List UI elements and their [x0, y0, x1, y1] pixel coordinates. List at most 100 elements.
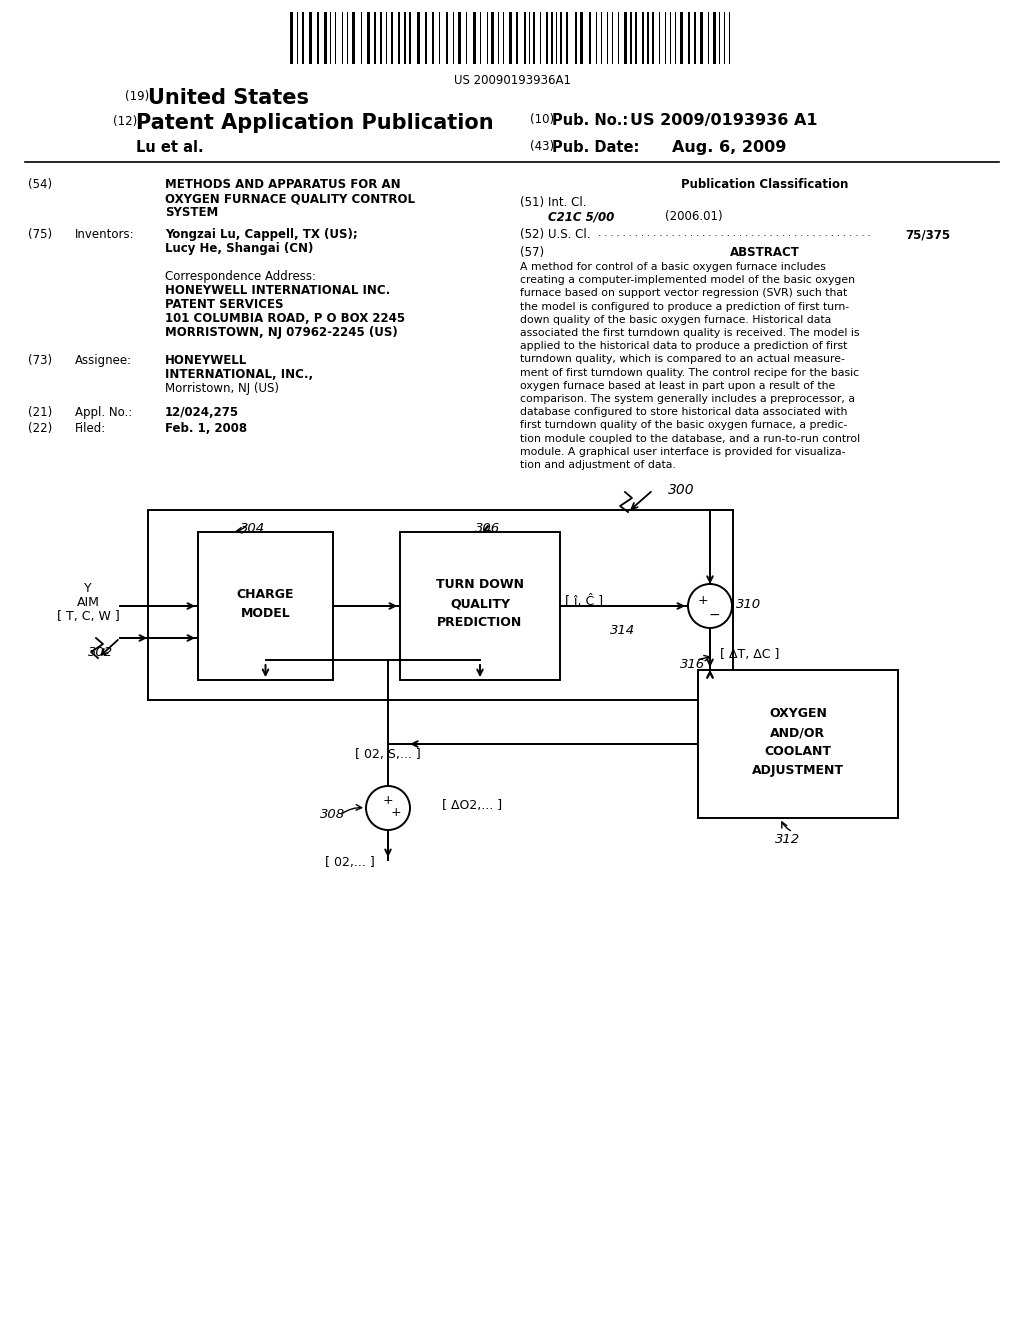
Text: Aug. 6, 2009: Aug. 6, 2009	[672, 140, 786, 154]
Text: Appl. No.:: Appl. No.:	[75, 407, 132, 418]
Bar	[400, 532, 560, 680]
Bar	[630, 12, 632, 63]
Text: (57): (57)	[520, 246, 544, 259]
Text: [ 02,... ]: [ 02,... ]	[326, 855, 375, 869]
Bar	[425, 12, 427, 63]
Text: −: −	[709, 609, 720, 622]
Text: (52): (52)	[520, 228, 544, 242]
Bar	[398, 12, 400, 63]
Text: (12): (12)	[113, 115, 137, 128]
Text: 312: 312	[775, 833, 801, 846]
Bar	[317, 12, 319, 63]
Text: Int. Cl.: Int. Cl.	[548, 195, 587, 209]
Bar	[624, 12, 627, 63]
Text: (51): (51)	[520, 195, 544, 209]
Text: ABSTRACT: ABSTRACT	[730, 246, 800, 259]
Bar	[367, 12, 370, 63]
Text: comparison. The system generally includes a preprocessor, a: comparison. The system generally include…	[520, 393, 855, 404]
Text: (2006.01): (2006.01)	[665, 210, 723, 223]
Text: [ T, C, W ]: [ T, C, W ]	[56, 610, 120, 623]
Text: U.S. Cl.: U.S. Cl.	[548, 228, 591, 242]
Text: +: +	[391, 807, 401, 820]
Bar	[148, 510, 733, 700]
Text: US 2009/0193936 A1: US 2009/0193936 A1	[630, 114, 817, 128]
Text: (22): (22)	[28, 422, 52, 436]
Bar	[409, 12, 411, 63]
Bar	[534, 12, 535, 63]
Text: 306: 306	[475, 521, 500, 535]
Text: (73): (73)	[28, 354, 52, 367]
Text: (43): (43)	[530, 140, 554, 153]
Text: Pub. No.:: Pub. No.:	[552, 114, 629, 128]
Text: Y: Y	[84, 582, 92, 595]
Text: AIM: AIM	[77, 597, 99, 609]
Text: Feb. 1, 2008: Feb. 1, 2008	[165, 422, 247, 436]
Bar	[404, 12, 406, 63]
Text: HONEYWELL: HONEYWELL	[165, 354, 247, 367]
Bar	[290, 12, 293, 63]
Text: Filed:: Filed:	[75, 422, 106, 436]
Bar	[713, 12, 716, 63]
Bar	[647, 12, 649, 63]
Text: C21C 5/00: C21C 5/00	[548, 210, 614, 223]
Text: database configured to store historical data associated with: database configured to store historical …	[520, 407, 848, 417]
Text: OXYGEN FURNACE QUALITY CONTROL: OXYGEN FURNACE QUALITY CONTROL	[165, 191, 415, 205]
Bar	[490, 12, 494, 63]
Text: first turndown quality of the basic oxygen furnace, a predic-: first turndown quality of the basic oxyg…	[520, 420, 848, 430]
Circle shape	[366, 785, 410, 830]
Text: SYSTEM: SYSTEM	[165, 206, 218, 219]
Text: oxygen furnace based at least in part upon a result of the: oxygen furnace based at least in part up…	[520, 380, 836, 391]
Text: the model is configured to produce a prediction of first turn-: the model is configured to produce a pre…	[520, 301, 849, 312]
Text: 302: 302	[88, 645, 113, 659]
Bar	[700, 12, 703, 63]
Bar	[698, 671, 898, 818]
Bar	[374, 12, 376, 63]
Text: (75): (75)	[28, 228, 52, 242]
Bar	[680, 12, 683, 63]
Bar	[575, 12, 577, 63]
Text: module. A graphical user interface is provided for visualiza-: module. A graphical user interface is pr…	[520, 446, 846, 457]
Text: 300: 300	[668, 483, 694, 498]
Text: creating a computer-implemented model of the basic oxygen: creating a computer-implemented model of…	[520, 275, 855, 285]
Bar	[458, 12, 461, 63]
Text: HONEYWELL INTERNATIONAL INC.: HONEYWELL INTERNATIONAL INC.	[165, 284, 390, 297]
Bar	[516, 12, 518, 63]
Text: (19): (19)	[125, 90, 150, 103]
Text: Correspondence Address:: Correspondence Address:	[165, 271, 316, 282]
Text: OXYGEN
AND/OR
COOLANT
ADJUSTMENT: OXYGEN AND/OR COOLANT ADJUSTMENT	[752, 708, 844, 777]
Text: 304: 304	[240, 521, 265, 535]
Bar	[324, 12, 327, 63]
Bar	[509, 12, 512, 63]
Text: turndown quality, which is compared to an actual measure-: turndown quality, which is compared to a…	[520, 354, 845, 364]
Bar	[380, 12, 382, 63]
Bar	[551, 12, 553, 63]
Bar	[589, 12, 591, 63]
Text: (54): (54)	[28, 178, 52, 191]
Text: [ 02, S,... ]: [ 02, S,... ]	[355, 748, 421, 762]
Bar	[302, 12, 304, 63]
Text: Patent Application Publication: Patent Application Publication	[136, 114, 494, 133]
Text: [ ΔO2,... ]: [ ΔO2,... ]	[442, 800, 502, 813]
Text: US 20090193936A1: US 20090193936A1	[454, 74, 570, 87]
Bar	[580, 12, 583, 63]
Bar	[417, 12, 420, 63]
Bar	[560, 12, 562, 63]
Text: INTERNATIONAL, INC.,: INTERNATIONAL, INC.,	[165, 368, 313, 381]
Bar	[546, 12, 548, 63]
Text: METHODS AND APPARATUS FOR AN: METHODS AND APPARATUS FOR AN	[165, 178, 400, 191]
Text: (21): (21)	[28, 407, 52, 418]
Text: Assignee:: Assignee:	[75, 354, 132, 367]
Text: +: +	[383, 793, 393, 807]
Text: down quality of the basic oxygen furnace. Historical data: down quality of the basic oxygen furnace…	[520, 314, 831, 325]
Bar	[446, 12, 449, 63]
Bar	[566, 12, 568, 63]
Text: 75/375: 75/375	[905, 228, 950, 242]
Bar	[309, 12, 312, 63]
Text: [ ΔT, ΔC ]: [ ΔT, ΔC ]	[720, 648, 779, 661]
Bar	[473, 12, 476, 63]
Text: associated the first turndown quality is received. The model is: associated the first turndown quality is…	[520, 327, 859, 338]
Text: furnace based on support vector regression (SVR) such that: furnace based on support vector regressi…	[520, 288, 847, 298]
Text: 101 COLUMBIA ROAD, P O BOX 2245: 101 COLUMBIA ROAD, P O BOX 2245	[165, 312, 406, 325]
Text: Inventors:: Inventors:	[75, 228, 134, 242]
Text: 308: 308	[319, 808, 345, 821]
